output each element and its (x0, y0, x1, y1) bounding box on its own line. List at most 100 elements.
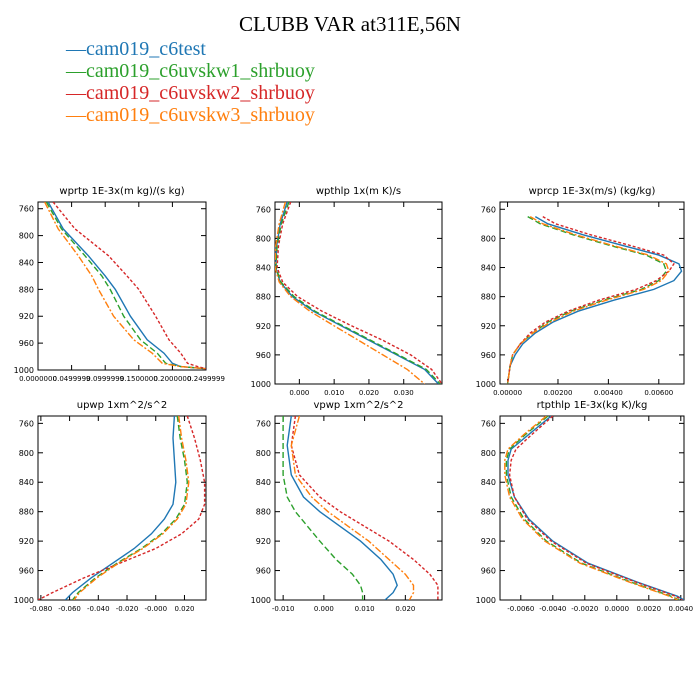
subplot-title: vpwp 1xm^2/s^2 (313, 400, 403, 411)
plot-frame (274, 415, 443, 601)
x-tick-label: 0.00400 (594, 389, 623, 397)
legend: —cam019_c6test —cam019_c6uvskw1_shrbuoy … (66, 38, 315, 126)
x-tick-label: -0.060 (58, 605, 81, 613)
legend-item: —cam019_c6test (66, 38, 315, 60)
legend-dash: — (66, 82, 86, 104)
subplot: wpthlp 1x(m K)/s 760 800 840 880 920 960 1000 0.… (251, 186, 443, 397)
y-tick-label: 920 (256, 537, 271, 546)
series-line (507, 416, 684, 600)
subplot-title: wpthlp 1x(m K)/s (316, 186, 401, 197)
legend-item: —cam019_c6uvskw2_shrbuoy (66, 82, 315, 104)
x-tick-label: -0.000 (144, 605, 167, 613)
legend-dash: — (66, 104, 86, 126)
y-tick-label: 800 (19, 449, 34, 458)
series-line (506, 215, 668, 384)
series-line (52, 202, 206, 370)
series-line (275, 202, 440, 384)
series-line (276, 202, 442, 384)
y-tick-label: 760 (19, 205, 34, 214)
x-tick-label: 0.0499999 (53, 375, 91, 383)
y-tick-label: 880 (256, 508, 271, 517)
legend-dash: — (66, 38, 86, 60)
subplot: wprcp 1E-3x(m/s) (kg/kg) 760 800 840 880 920 9… (476, 186, 685, 397)
subplot-title: wprtp 1E-3x(m kg)/(s kg) (59, 186, 184, 197)
x-tick-label: 0.000 (314, 605, 334, 613)
y-tick-label: 800 (481, 234, 496, 243)
plot-frame (37, 201, 207, 371)
series-line (44, 202, 206, 370)
y-tick-label: 800 (256, 234, 271, 243)
y-tick-label: 960 (19, 339, 34, 348)
y-tick-label: 880 (481, 293, 496, 302)
plot-frame (499, 201, 685, 385)
y-tick-label: 800 (19, 232, 34, 241)
y-tick-label: 920 (481, 537, 496, 546)
x-tick-label: 0.00600 (644, 389, 673, 397)
y-tick-label: 920 (481, 322, 496, 331)
x-tick-label: 0.2499999 (187, 375, 225, 383)
series-line (45, 202, 206, 370)
x-tick-label: 0.1500000 (120, 375, 158, 383)
y-tick-label: 920 (19, 537, 34, 546)
series-line (505, 416, 680, 600)
y-tick-label: 760 (256, 205, 271, 214)
x-tick-label: 0.020 (395, 605, 415, 613)
series-line (71, 416, 189, 600)
legend-label: cam019_c6test (86, 38, 206, 60)
x-tick-label: 0.010 (355, 605, 375, 613)
series-line (275, 202, 426, 384)
subplot: upwp 1xm^2/s^2 760 800 840 880 920 960 1000 -0.0… (14, 400, 207, 613)
y-tick-label: 840 (19, 478, 34, 487)
x-tick-label: -0.0020 (571, 605, 598, 613)
x-tick-label: 0.020 (359, 389, 379, 397)
legend-label: cam019_c6uvskw3_shrbuoy (86, 104, 315, 126)
y-tick-label: 920 (256, 322, 271, 331)
y-tick-label: 880 (19, 508, 34, 517)
y-tick-label: 880 (256, 293, 271, 302)
series-line (38, 416, 206, 600)
x-tick-label: -0.040 (87, 605, 110, 613)
y-tick-label: 960 (19, 567, 34, 576)
y-tick-label: 840 (481, 478, 496, 487)
x-tick-label: -0.0040 (539, 605, 566, 613)
subplot: rtpthlp 1E-3x(kg K)/kg 760 800 840 880 920 960… (476, 400, 693, 613)
series-line (290, 416, 439, 600)
x-tick-label: 0.00200 (543, 389, 572, 397)
plot-frame (274, 201, 443, 385)
y-tick-label: 840 (256, 478, 271, 487)
subplot-title: upwp 1xm^2/s^2 (77, 400, 167, 411)
subplot: vpwp 1xm^2/s^2 760 800 840 880 920 960 1000-0.0… (251, 400, 443, 613)
subplot: wprtp 1E-3x(m kg)/(s kg) 760 800 840 880 920 9… (14, 186, 225, 383)
y-tick-label: 760 (19, 419, 34, 428)
y-tick-label: 840 (256, 264, 271, 273)
series-line (47, 202, 206, 370)
series-line (64, 416, 177, 600)
x-tick-label: -0.010 (272, 605, 295, 613)
y-tick-label: 800 (481, 449, 496, 458)
y-tick-label: 760 (256, 419, 271, 428)
y-tick-label: 1000 (476, 380, 496, 389)
y-tick-label: 880 (481, 508, 496, 517)
legend-label: cam019_c6uvskw1_shrbuoy (86, 60, 315, 82)
x-tick-label: 0.00000 (493, 389, 522, 397)
x-tick-label: 0.2000000 (153, 375, 191, 383)
series-line (275, 202, 441, 384)
x-tick-label: 0.030 (394, 389, 414, 397)
y-tick-label: 960 (256, 567, 271, 576)
y-tick-label: 960 (481, 567, 496, 576)
x-tick-label: 0.0020 (637, 605, 662, 613)
x-tick-label: 0.0000 (605, 605, 630, 613)
series-line (504, 416, 678, 600)
x-tick-label: 0.0040 (669, 605, 694, 613)
x-tick-label: 0.0999999 (86, 375, 124, 383)
series-line (290, 416, 415, 600)
x-tick-label: 0.0000000 (19, 375, 57, 383)
legend-dash: — (66, 60, 86, 82)
y-tick-label: 1000 (14, 366, 34, 375)
x-tick-label: -0.0060 (507, 605, 534, 613)
y-tick-label: 880 (19, 285, 34, 294)
plot-frame (499, 415, 685, 601)
y-tick-label: 1000 (14, 596, 34, 605)
series-line (286, 416, 398, 600)
y-tick-label: 1000 (476, 596, 496, 605)
